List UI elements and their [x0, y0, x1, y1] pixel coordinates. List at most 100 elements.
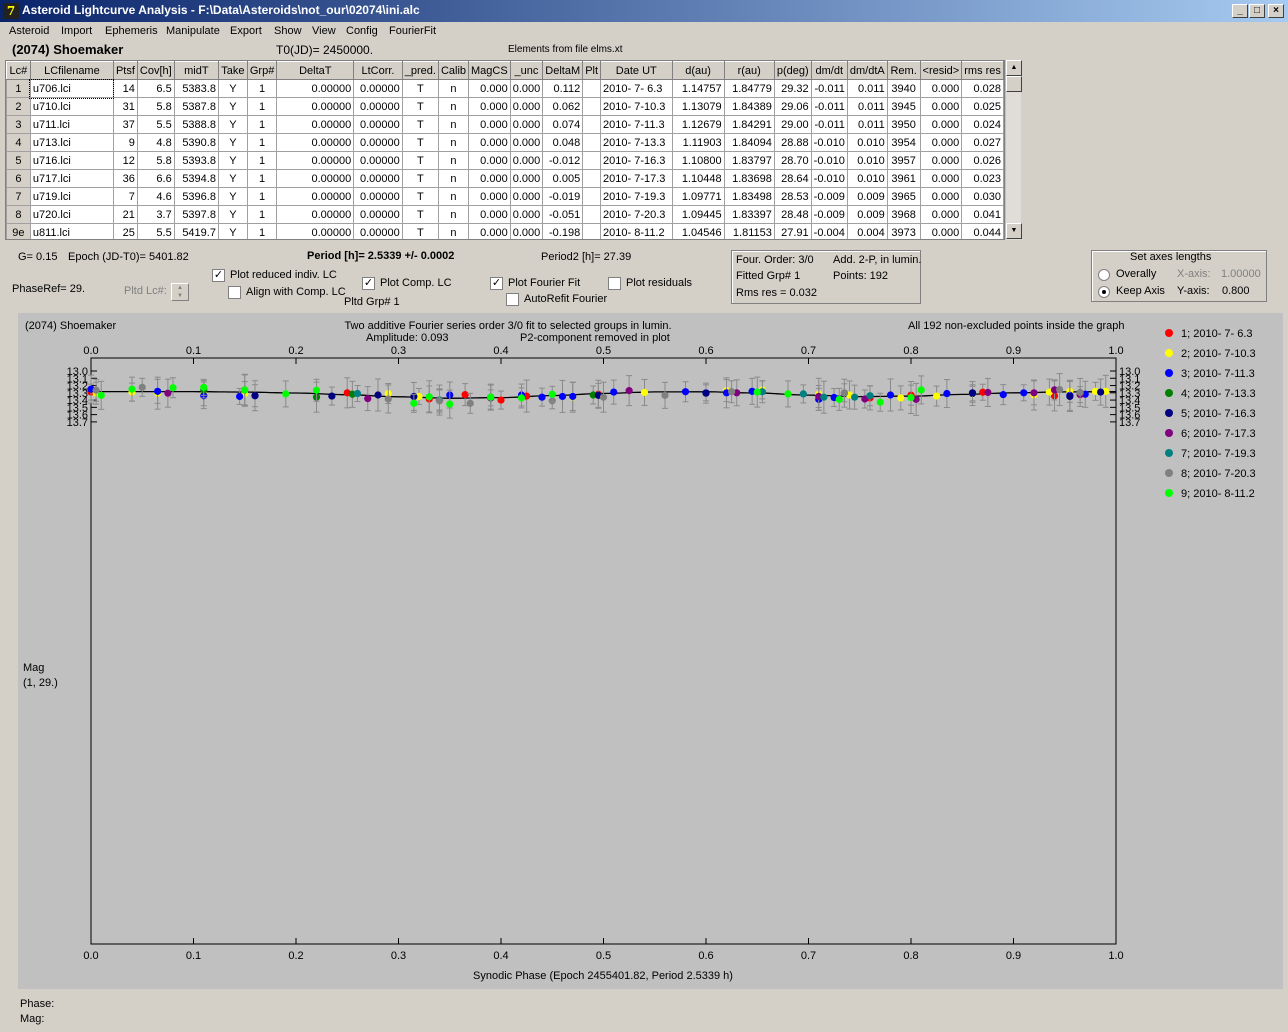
table-cell[interactable]: 0.000: [509, 223, 544, 239]
menu-config[interactable]: Config: [346, 25, 378, 37]
table-cell[interactable]: 29.06: [773, 97, 812, 116]
row-header[interactable]: 6: [6, 169, 31, 188]
row-header[interactable]: 8: [6, 205, 31, 224]
table-cell[interactable]: u811.lci: [29, 223, 114, 239]
table-cell[interactable]: 0.112: [542, 79, 584, 98]
table-cell[interactable]: -0.019: [542, 187, 584, 206]
column-header[interactable]: rms res: [961, 61, 1004, 80]
table-cell[interactable]: 0.000: [509, 187, 544, 206]
table-cell[interactable]: 6.6: [136, 169, 175, 188]
table-cell[interactable]: 28.53: [773, 187, 812, 206]
table-cell[interactable]: 29.00: [773, 115, 812, 134]
row-header[interactable]: 2: [6, 97, 31, 116]
table-cell[interactable]: [582, 97, 602, 116]
column-header[interactable]: r(au): [723, 61, 775, 80]
table-cell[interactable]: 1.09771: [671, 187, 725, 206]
table-cell[interactable]: T: [401, 223, 439, 239]
table-cell[interactable]: T: [401, 205, 439, 224]
table-cell[interactable]: 3940: [886, 79, 921, 98]
table-cell[interactable]: 1.81153: [723, 223, 775, 239]
plot-reduced-checkbox[interactable]: ✓: [212, 269, 225, 282]
scroll-up-icon[interactable]: ▲: [1006, 60, 1022, 76]
scroll-thumb[interactable]: [1006, 76, 1022, 92]
table-cell[interactable]: 0.00000: [276, 151, 355, 170]
table-cell[interactable]: 0.023: [961, 169, 1004, 188]
table-cell[interactable]: 28.70: [773, 151, 812, 170]
table-cell[interactable]: Y: [217, 115, 248, 134]
column-header[interactable]: Rem.: [886, 61, 921, 80]
table-cell[interactable]: [582, 79, 602, 98]
table-cell[interactable]: 6.5: [136, 79, 175, 98]
plot-comp-checkbox[interactable]: ✓: [362, 277, 375, 290]
column-header[interactable]: Date UT: [600, 61, 673, 80]
column-header[interactable]: _pred.: [401, 61, 439, 80]
table-cell[interactable]: 1.11903: [671, 133, 725, 152]
lightcurve-plot[interactable]: (2074) Shoemaker Two additive Fourier se…: [18, 313, 1283, 989]
minimize-button[interactable]: _: [1232, 4, 1248, 18]
table-cell[interactable]: u716.lci: [29, 151, 114, 170]
table-cell[interactable]: 0.00000: [353, 169, 403, 188]
table-cell[interactable]: 0.000: [919, 223, 963, 239]
table-cell[interactable]: 3.7: [136, 205, 175, 224]
plot-residuals-checkbox[interactable]: [608, 277, 621, 290]
table-cell[interactable]: 36: [112, 169, 138, 188]
table-cell[interactable]: 0.000: [468, 223, 511, 239]
table-cell[interactable]: 0.000: [468, 187, 511, 206]
table-cell[interactable]: 1.84291: [723, 115, 775, 134]
column-header[interactable]: LCfilename: [29, 61, 114, 80]
table-cell[interactable]: 21: [112, 205, 138, 224]
align-comp-checkbox[interactable]: [228, 286, 241, 299]
table-cell[interactable]: 3945: [886, 97, 921, 116]
table-cell[interactable]: 0.00000: [276, 205, 355, 224]
table-cell[interactable]: 0.00000: [353, 187, 403, 206]
table-cell[interactable]: 0.011: [846, 115, 888, 134]
table-cell[interactable]: n: [437, 169, 470, 188]
table-cell[interactable]: n: [437, 205, 470, 224]
table-cell[interactable]: 1: [246, 151, 278, 170]
table-cell[interactable]: -0.198: [542, 223, 584, 239]
table-cell[interactable]: T: [401, 115, 439, 134]
table-cell[interactable]: 3957: [886, 151, 921, 170]
table-cell[interactable]: 5.8: [136, 151, 175, 170]
yaxis-value[interactable]: 0.800: [1222, 285, 1250, 297]
table-cell[interactable]: 0.00000: [353, 133, 403, 152]
table-cell[interactable]: 0.000: [919, 169, 963, 188]
table-cell[interactable]: 0.000: [919, 133, 963, 152]
table-cell[interactable]: T: [401, 97, 439, 116]
table-cell[interactable]: u706.lci: [29, 78, 115, 99]
xaxis-value[interactable]: 1.00000: [1221, 268, 1261, 280]
column-header[interactable]: Ptsf: [112, 61, 138, 80]
table-cell[interactable]: -0.010: [810, 169, 848, 188]
table-cell[interactable]: 0.000: [509, 79, 544, 98]
table-cell[interactable]: [582, 187, 602, 206]
menu-export[interactable]: Export: [230, 25, 262, 37]
table-cell[interactable]: 5390.8: [173, 133, 219, 152]
table-cell[interactable]: 1.84389: [723, 97, 775, 116]
table-cell[interactable]: 5.5: [136, 115, 175, 134]
table-cell[interactable]: 12: [112, 151, 138, 170]
column-header[interactable]: MagCS: [468, 61, 511, 80]
table-cell[interactable]: 0.00000: [276, 169, 355, 188]
table-cell[interactable]: 0.010: [846, 133, 888, 152]
column-header[interactable]: DeltaT: [276, 61, 355, 80]
table-cell[interactable]: 3973: [886, 223, 921, 239]
table-cell[interactable]: 3954: [886, 133, 921, 152]
table-cell[interactable]: -0.011: [810, 115, 848, 134]
table-cell[interactable]: -0.012: [542, 151, 584, 170]
table-cell[interactable]: 1.83698: [723, 169, 775, 188]
scroll-down-icon[interactable]: ▼: [1006, 223, 1022, 239]
table-cell[interactable]: 1.84094: [723, 133, 775, 152]
menu-import[interactable]: Import: [61, 25, 93, 37]
table-cell[interactable]: 3965: [886, 187, 921, 206]
table-cell[interactable]: T: [401, 79, 439, 98]
table-cell[interactable]: u720.lci: [29, 205, 114, 224]
row-header[interactable]: 1: [6, 79, 31, 98]
menu-asteroid[interactable]: Asteroid: [9, 25, 50, 37]
table-cell[interactable]: 0.004: [846, 223, 888, 239]
table-cell[interactable]: 0.010: [846, 151, 888, 170]
table-cell[interactable]: 2010- 7-16.3: [600, 151, 673, 170]
table-cell[interactable]: 37: [112, 115, 138, 134]
table-cell[interactable]: 0.027: [961, 133, 1004, 152]
